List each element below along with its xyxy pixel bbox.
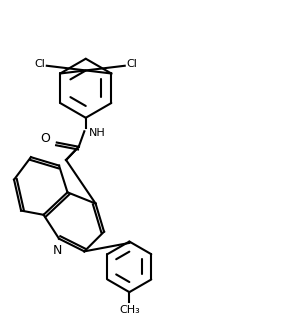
Text: NH: NH <box>89 128 105 138</box>
Text: Cl: Cl <box>126 58 137 68</box>
Text: N: N <box>53 244 62 257</box>
Text: O: O <box>41 132 51 145</box>
Text: Cl: Cl <box>35 58 45 68</box>
Text: CH₃: CH₃ <box>119 305 140 315</box>
